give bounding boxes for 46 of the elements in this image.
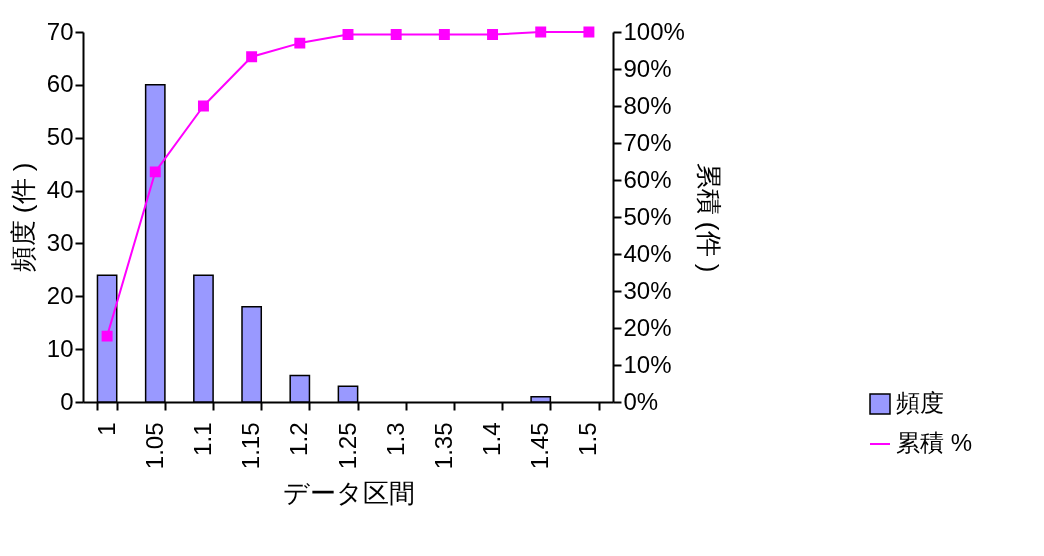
x-tick-label: 1.4 bbox=[478, 422, 506, 456]
y-tick-label: 0 bbox=[60, 387, 74, 415]
y-tick-label: 10 bbox=[46, 334, 74, 362]
y2-tick-label: 40% bbox=[623, 239, 672, 267]
y2-tick-label: 60% bbox=[623, 165, 672, 193]
y-tick-label: 20 bbox=[46, 281, 74, 309]
x-tick-label: 1.2 bbox=[285, 422, 313, 456]
y-tick-label: 30 bbox=[46, 228, 74, 256]
x-tick-label: 1.5 bbox=[574, 422, 602, 456]
x-tick-label: 1.25 bbox=[333, 422, 361, 470]
point bbox=[342, 29, 354, 41]
y2-tick-label: 20% bbox=[623, 313, 672, 341]
y-tick-label: 70 bbox=[46, 17, 74, 45]
y2-axis-title: 累積 (件 ) bbox=[693, 162, 724, 273]
x-tick-label: 1 bbox=[92, 422, 120, 436]
point bbox=[390, 29, 402, 41]
point bbox=[294, 37, 306, 49]
x-axis-title: データ区間 bbox=[282, 478, 415, 509]
point bbox=[149, 166, 161, 178]
point bbox=[197, 100, 209, 112]
point bbox=[583, 26, 595, 38]
y2-tick-label: 70% bbox=[623, 128, 672, 156]
point bbox=[438, 29, 450, 41]
y2-tick-label: 80% bbox=[623, 91, 672, 119]
y-tick-label: 40 bbox=[46, 176, 74, 204]
point bbox=[535, 26, 547, 38]
y-axis-title: 頻度 (件 ) bbox=[7, 162, 38, 273]
y2-tick-label: 100% bbox=[623, 17, 685, 45]
legend-label: 頻度 bbox=[896, 389, 944, 416]
y2-tick-label: 90% bbox=[623, 54, 672, 82]
x-tick-label: 1.15 bbox=[237, 422, 265, 470]
x-tick-label: 1.3 bbox=[381, 422, 409, 456]
y2-tick-label: 10% bbox=[623, 350, 672, 378]
y2-tick-label: 0% bbox=[623, 387, 659, 415]
point bbox=[101, 330, 113, 342]
y2-tick-label: 50% bbox=[623, 202, 672, 230]
y2-tick-label: 30% bbox=[623, 276, 672, 304]
point bbox=[246, 51, 258, 63]
x-tick-label: 1.05 bbox=[140, 422, 168, 470]
x-tick-label: 1.1 bbox=[188, 422, 216, 456]
legend-label: 累積 % bbox=[896, 429, 973, 456]
x-tick-label: 1.35 bbox=[429, 422, 457, 470]
y-tick-label: 60 bbox=[46, 70, 74, 98]
y-tick-label: 50 bbox=[46, 123, 74, 151]
x-tick-label: 1.45 bbox=[526, 422, 554, 470]
point bbox=[487, 29, 499, 41]
